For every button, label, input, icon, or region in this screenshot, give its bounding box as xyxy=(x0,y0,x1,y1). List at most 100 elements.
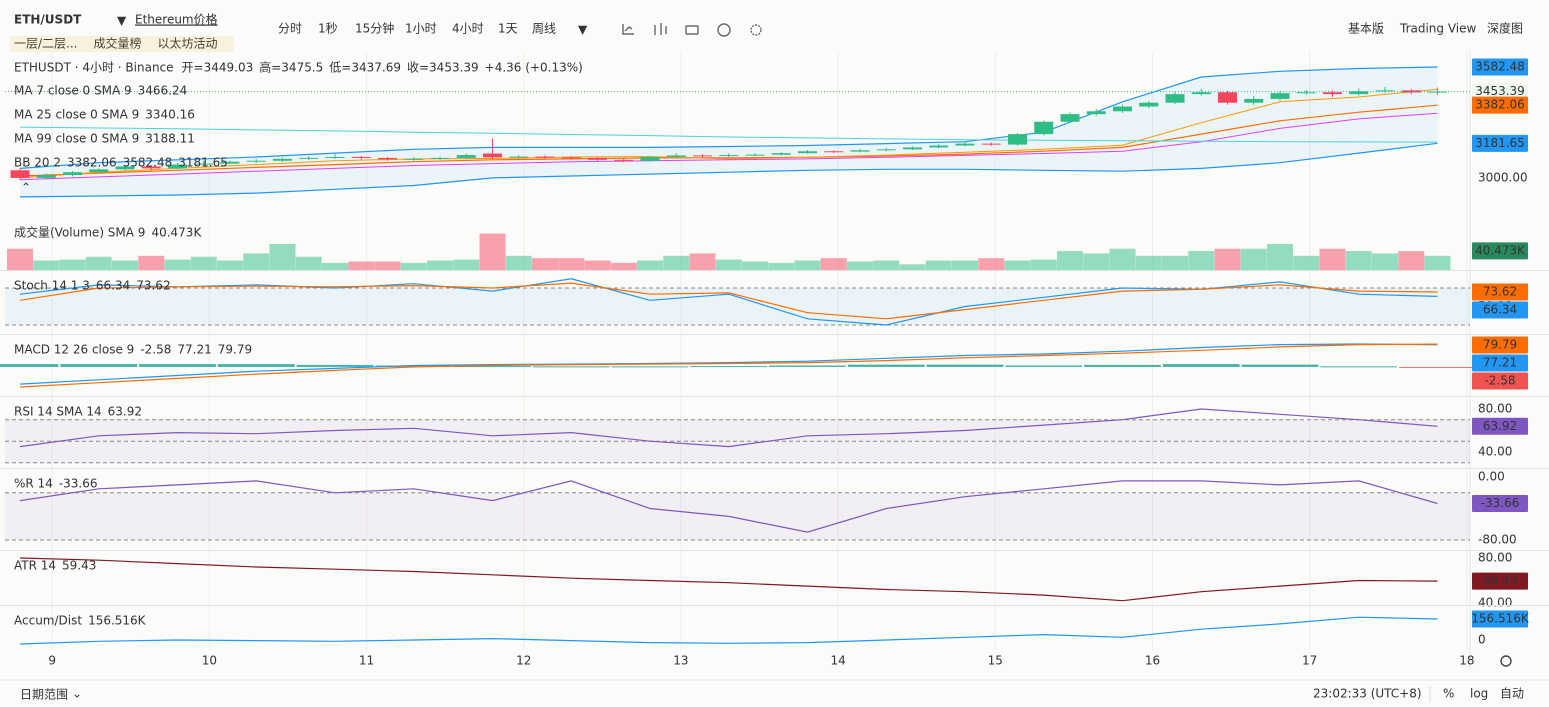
scale-option[interactable]: log xyxy=(1470,687,1488,701)
x-tick-label: 16 xyxy=(1145,654,1160,668)
volume-bar xyxy=(1372,253,1398,270)
indicator-value: 59.43 xyxy=(62,559,96,573)
y-tick-label: 0 xyxy=(1478,632,1486,646)
volume-bar xyxy=(715,259,742,270)
interval-button[interactable]: 15分钟 xyxy=(355,21,394,36)
x-tick-label: 11 xyxy=(359,654,374,668)
candle-body xyxy=(666,155,686,157)
indicator-name: MACD 12 26 close 9 xyxy=(14,343,134,357)
interval-button[interactable]: 分时 xyxy=(278,22,302,36)
price-tag-box xyxy=(1472,301,1528,319)
volume-bar xyxy=(847,261,873,270)
histogram-bar xyxy=(690,366,768,368)
clock: 23:02:33 (UTC+8) xyxy=(1313,687,1422,701)
ohlc-value: 3437.69 xyxy=(351,61,401,75)
indicator-line xyxy=(19,343,1438,388)
indicator-value: 63.92 xyxy=(108,405,142,419)
candle-body xyxy=(1008,134,1027,145)
candle-body xyxy=(561,157,581,159)
indicator-name: Accum/Dist xyxy=(14,614,82,628)
bb-lower xyxy=(19,142,1438,198)
indicator-value: 77.21 xyxy=(177,343,211,357)
indicator-value: 156.516K xyxy=(88,614,147,628)
volume-bar xyxy=(190,256,217,270)
candle-body xyxy=(509,156,529,158)
tag-link[interactable]: 以太坊活动 xyxy=(158,36,218,51)
y-tick-label: 80.00 xyxy=(1478,401,1512,415)
y-tick-label: 3000.00 xyxy=(1478,170,1528,184)
date-range-menu[interactable]: ⌄ xyxy=(72,687,82,701)
level-band xyxy=(5,288,1470,325)
ohlc-value: 3475.5 xyxy=(281,61,323,75)
volume-bar xyxy=(1293,255,1320,270)
tag-bar xyxy=(10,36,234,52)
date-range-button[interactable]: 日期范围 xyxy=(20,688,68,702)
icon-camera[interactable] xyxy=(685,25,699,35)
price-tag-box xyxy=(1472,134,1528,152)
volume-bar xyxy=(663,255,690,270)
icon-indicators[interactable] xyxy=(622,24,634,35)
interval-button[interactable]: 周线 xyxy=(532,22,556,36)
candle-body xyxy=(719,155,739,157)
volume-bar xyxy=(873,260,900,270)
candle-body xyxy=(588,157,607,160)
tag-link[interactable]: 成交量榜 xyxy=(94,36,142,51)
tag-link[interactable]: 一层/二层... xyxy=(14,37,78,51)
candle-body xyxy=(876,149,896,151)
scale-option[interactable]: % xyxy=(1443,687,1454,701)
interval-button[interactable]: 1天 xyxy=(498,22,518,36)
price-tag: 73.62 xyxy=(1483,284,1517,298)
bb-value: 3582.48 xyxy=(123,156,173,170)
axis-settings[interactable] xyxy=(1500,655,1512,667)
volume-bar xyxy=(505,255,532,270)
histogram-bar xyxy=(296,364,374,367)
histogram-bar xyxy=(611,366,689,368)
icon-candles[interactable] xyxy=(654,23,667,35)
collapse-button[interactable]: ⌃ xyxy=(21,181,31,195)
price-tag: 156.516K xyxy=(1471,611,1530,625)
histogram-bar xyxy=(1399,366,1476,368)
interval-menu[interactable]: ▼ xyxy=(578,23,588,37)
volume-bar xyxy=(33,260,60,270)
x-tick-label: 10 xyxy=(202,654,217,668)
scale-option[interactable]: 自动 xyxy=(1500,687,1524,701)
interval-button[interactable]: 4小时 xyxy=(452,22,484,36)
indicator-value: 66.34 xyxy=(96,279,130,293)
histogram-bar xyxy=(1084,364,1161,367)
candle-body xyxy=(1165,94,1185,103)
view-button[interactable]: 基本版 xyxy=(1348,22,1384,36)
toolbar-icons[interactable] xyxy=(622,23,762,37)
volume-bar xyxy=(1188,251,1215,270)
volume-bar xyxy=(584,260,611,270)
x-tick-label: 18 xyxy=(1459,654,1474,668)
candle-body xyxy=(246,160,266,162)
price-tag: -2.58 xyxy=(1484,374,1515,388)
volume-bar xyxy=(1319,248,1346,270)
ma-line xyxy=(19,126,1438,143)
interval-button[interactable]: 1小时 xyxy=(405,22,437,36)
volume-bar xyxy=(85,256,112,270)
view-button[interactable]: Trading View xyxy=(1399,22,1477,36)
ohlc-name: 开= xyxy=(182,61,204,75)
volume-bar xyxy=(978,258,1005,270)
volume-bar xyxy=(820,258,847,270)
candle-body xyxy=(456,155,476,158)
candle-body xyxy=(168,164,187,169)
histogram-bar xyxy=(139,364,216,367)
candle-body xyxy=(273,158,292,161)
interval-button[interactable]: 1秒 xyxy=(318,22,338,36)
level-band xyxy=(5,492,1470,540)
view-button[interactable]: 深度图 xyxy=(1487,21,1523,36)
icon-add[interactable] xyxy=(717,23,731,37)
ma-value: 3466.24 xyxy=(138,84,188,98)
volume-bar xyxy=(637,260,663,270)
volume-bar xyxy=(899,264,926,270)
candle-body xyxy=(745,154,765,156)
indicator-value: -2.58 xyxy=(140,343,171,357)
icon-settings[interactable] xyxy=(750,24,762,36)
symbol-name[interactable]: Ethereum价格 xyxy=(135,12,218,27)
indicator-name: RSI 14 SMA 14 xyxy=(14,405,102,419)
volume-bar xyxy=(925,260,952,270)
